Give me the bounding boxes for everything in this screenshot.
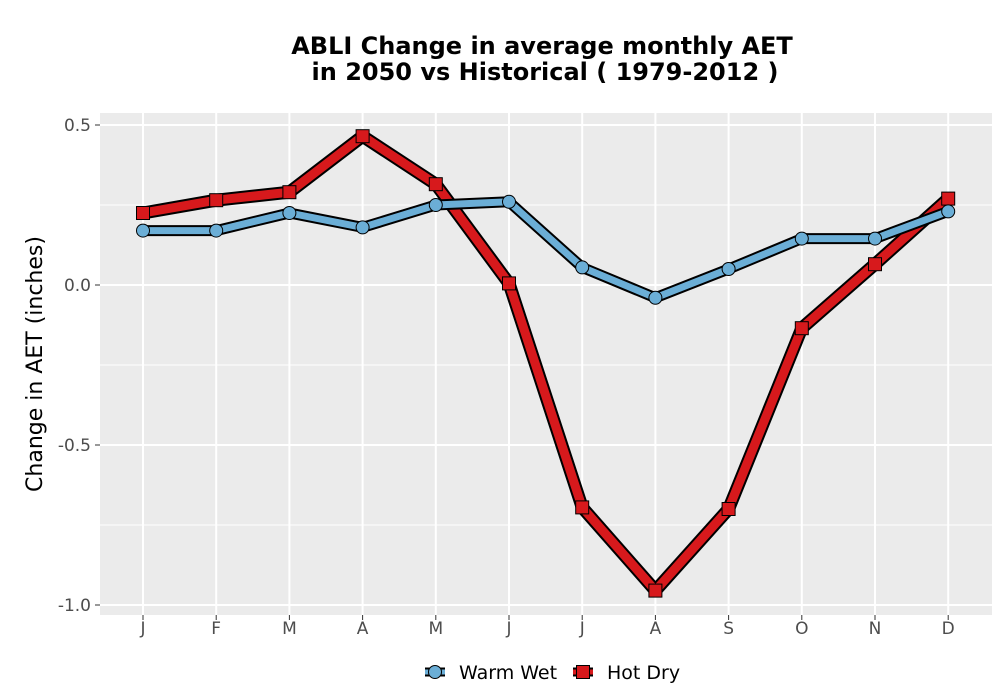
x-tick-label: F: [211, 619, 221, 639]
legend-key-marker: [576, 665, 590, 679]
legend-key-marker: [428, 665, 442, 679]
gridlines: [100, 113, 992, 615]
y-axis-ticks: 0.5 0.0 -0.5 -1.0: [58, 116, 100, 616]
x-tick-label: D: [942, 619, 955, 639]
x-tick-label: S: [723, 619, 734, 639]
data-point: [502, 194, 516, 209]
data-point: [794, 321, 809, 336]
data-point: [941, 191, 956, 206]
series-line: [138, 131, 953, 596]
legend: Warm Wet Hot Dry: [425, 662, 680, 684]
data-point: [502, 276, 516, 291]
series-markers-0: [136, 194, 956, 305]
x-tick-label: A: [650, 619, 662, 639]
x-tick-label: O: [795, 619, 808, 639]
x-tick-label: N: [869, 619, 882, 639]
data-point: [428, 177, 443, 192]
data-point: [648, 290, 663, 305]
legend-label: Hot Dry: [607, 662, 680, 684]
x-tick-label: J: [139, 619, 145, 639]
data-point: [648, 583, 663, 598]
series-0: [137, 196, 954, 304]
data-point: [282, 185, 297, 200]
data-point: [868, 257, 882, 272]
chart-title-line-1: ABLI Change in average monthly AET: [291, 32, 793, 60]
y-tick-label: 0.5: [64, 116, 91, 136]
y-axis-label: Change in AET (inches): [23, 236, 48, 492]
legend-label: Warm Wet: [459, 662, 557, 684]
chart-title-line-2: in 2050 vs Historical ( 1979-2012 ): [312, 58, 779, 86]
data-point: [136, 206, 150, 220]
series-markers-1: [136, 129, 956, 598]
x-tick-label: M: [428, 619, 443, 639]
data-point: [721, 502, 736, 516]
data-point: [575, 260, 590, 275]
series-line: [139, 198, 952, 302]
data-point: [428, 198, 443, 212]
x-tick-label: J: [579, 619, 585, 639]
data-point: [209, 223, 224, 238]
x-tick-label: A: [357, 619, 369, 639]
data-point: [355, 129, 370, 144]
x-tick-label: M: [282, 619, 297, 639]
plot-panel: [100, 113, 992, 615]
data-point: [941, 204, 956, 219]
data-point: [282, 206, 297, 220]
legend-item-0: Warm Wet: [425, 662, 557, 684]
series-1: [136, 129, 955, 598]
x-tick-label: J: [505, 619, 511, 639]
data-point: [721, 262, 736, 276]
y-tick-label: -1.0: [58, 596, 91, 616]
series-layer: [136, 129, 956, 598]
y-tick-label: 0.0: [64, 276, 91, 296]
data-point: [136, 223, 150, 238]
data-point: [209, 193, 224, 208]
data-point: [794, 231, 809, 246]
data-point: [868, 231, 882, 246]
legend-item-1: Hot Dry: [573, 662, 680, 684]
data-point: [355, 220, 370, 235]
y-tick-label: -0.5: [58, 436, 91, 456]
data-point: [575, 500, 590, 515]
